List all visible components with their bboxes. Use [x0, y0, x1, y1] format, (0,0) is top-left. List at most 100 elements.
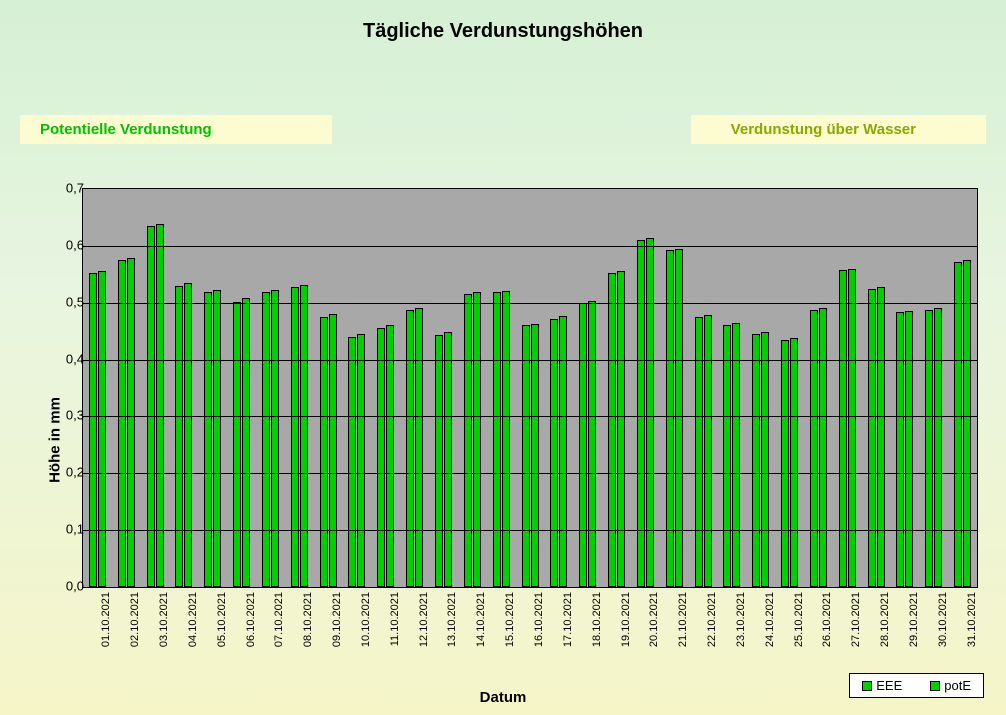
bar-pote: [877, 287, 885, 587]
bar-eee: [839, 270, 847, 587]
x-tick-label: 23.10.2021: [735, 592, 747, 647]
x-tick-label: 04.10.2021: [187, 592, 199, 647]
legend-swatch-icon: [862, 681, 872, 691]
x-tick-label: 16.10.2021: [533, 592, 545, 647]
bar-eee: [868, 289, 876, 588]
x-tick-label: 18.10.2021: [591, 592, 603, 647]
x-tick-label: 11.10.2021: [389, 592, 401, 646]
bar-eee: [233, 302, 241, 587]
bar-group: [636, 238, 654, 587]
legend-label: EEE: [876, 678, 902, 693]
x-tick-label: 09.10.2021: [331, 592, 343, 647]
bar-group: [809, 308, 827, 587]
bar-pote: [473, 292, 481, 587]
bar-pote: [213, 290, 221, 587]
x-tick-label: 10.10.2021: [360, 592, 372, 647]
legend-label: potE: [944, 678, 971, 693]
bar-group: [867, 287, 885, 587]
x-tick-label: 15.10.2021: [504, 592, 516, 647]
x-tick-label: 22.10.2021: [706, 592, 718, 647]
bar-group: [233, 298, 251, 587]
legend-item: EEE: [862, 678, 902, 693]
x-tick-label: 13.10.2021: [446, 592, 458, 647]
bar-group: [838, 269, 856, 587]
bar-eee: [781, 340, 789, 587]
x-tick-label: 12.10.2021: [418, 592, 430, 647]
bar-eee: [925, 310, 933, 587]
bar-eee: [579, 303, 587, 587]
bar-eee: [464, 294, 472, 587]
bar-pote: [357, 334, 365, 587]
bar-group: [694, 315, 712, 587]
subtitle-row: Potentielle Verdunstung Verdunstung über…: [20, 115, 986, 144]
bar-eee: [810, 310, 818, 587]
legend-item: potE: [930, 678, 971, 693]
chart-title: Tägliche Verdunstungshöhen: [0, 20, 1006, 43]
bar-pote: [242, 298, 250, 587]
bar-eee: [435, 335, 443, 587]
x-tick-label: 19.10.2021: [620, 592, 632, 647]
bar-group: [290, 285, 308, 587]
x-tick-label: 30.10.2021: [937, 592, 949, 647]
y-tick-label: 0,0: [44, 579, 84, 594]
bar-eee: [377, 328, 385, 587]
bar-pote: [675, 249, 683, 587]
bar-pote: [386, 325, 394, 587]
x-tick-label: 28.10.2021: [879, 592, 891, 647]
bar-group: [175, 283, 193, 587]
bar-pote: [934, 308, 942, 587]
bar-eee: [89, 273, 97, 587]
gridline: [83, 303, 977, 304]
bar-group: [88, 271, 106, 587]
chart-container: Höhe in mm Datum EEEpotE 0,00,10,20,30,4…: [20, 180, 986, 700]
bar-pote: [300, 285, 308, 587]
bar-eee: [608, 273, 616, 587]
x-tick-label: 07.10.2021: [273, 592, 285, 647]
bar-group: [117, 258, 135, 587]
bar-group: [521, 324, 539, 587]
bar-pote: [905, 311, 913, 587]
bar-group: [925, 308, 943, 587]
bar-group: [896, 311, 914, 587]
bar-pote: [127, 258, 135, 587]
bar-group: [146, 224, 164, 587]
bar-eee: [522, 325, 530, 587]
bar-pote: [617, 271, 625, 587]
bar-eee: [348, 337, 356, 587]
bar-eee: [406, 310, 414, 587]
x-tick-label: 01.10.2021: [100, 592, 112, 647]
bar-eee: [666, 250, 674, 587]
bar-pote: [761, 332, 769, 587]
gridline: [83, 416, 977, 417]
bar-eee: [695, 317, 703, 587]
x-tick-label: 20.10.2021: [648, 592, 660, 647]
plot-area: [82, 188, 978, 588]
x-tick-label: 26.10.2021: [821, 592, 833, 647]
bar-group: [434, 332, 452, 587]
bar-group: [781, 338, 799, 587]
gridline: [83, 360, 977, 361]
bar-group: [752, 332, 770, 587]
y-tick-label: 0,4: [44, 351, 84, 366]
bar-group: [492, 291, 510, 587]
x-tick-label: 05.10.2021: [216, 592, 228, 647]
bar-group: [954, 260, 972, 587]
x-tick-label: 21.10.2021: [677, 592, 689, 647]
x-axis-label: Datum: [20, 689, 986, 706]
gridline: [83, 473, 977, 474]
bar-group: [550, 316, 568, 587]
bar-pote: [502, 291, 510, 587]
legend-swatch-icon: [930, 681, 940, 691]
bar-group: [348, 334, 366, 587]
bar-pote: [329, 314, 337, 587]
bar-group: [579, 301, 597, 587]
bar-eee: [723, 325, 731, 587]
bar-group: [608, 271, 626, 587]
bar-group: [406, 308, 424, 587]
bar-group: [665, 249, 683, 587]
subtitle-left: Potentielle Verdunstung: [20, 115, 332, 144]
x-tick-label: 02.10.2021: [129, 592, 141, 647]
bar-eee: [493, 292, 501, 587]
bar-pote: [184, 283, 192, 587]
bar-eee: [896, 312, 904, 587]
